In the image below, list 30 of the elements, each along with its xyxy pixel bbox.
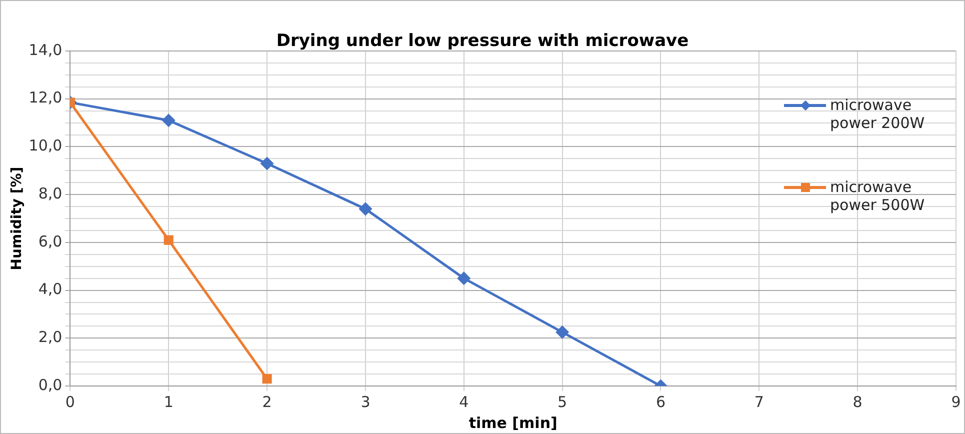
y-tick-label: 8,0 [38,184,62,202]
y-tick-label: 12,0 [28,88,62,107]
legend-label: microwave power 200W [830,96,926,132]
point [164,235,174,245]
x-tick-label: 5 [558,392,568,411]
y-tick-label: 10,0 [28,136,62,155]
x-tick-label: 4 [459,392,469,411]
point [262,374,272,384]
point [556,326,569,338]
y-tick-label: 6,0 [38,232,62,250]
x-tick-label: 3 [360,392,370,411]
point [162,114,175,127]
x-tick-label: 6 [656,392,666,411]
y-axis-title: Humidity [%] [9,166,26,270]
point [359,202,372,216]
y-tick-label: 14,0 [28,40,62,59]
x-tick-label: 7 [754,392,764,411]
x-tick-label: 2 [262,392,272,411]
x-tick-label: 8 [852,392,862,411]
x-tick-label: 1 [164,392,174,411]
y-tick-label: 0,0 [38,376,62,394]
y-tick-label: 2,0 [38,328,62,346]
chart-title: Drying under low pressure with microwave [276,31,689,51]
x-axis-title: time [min] [468,414,558,432]
x-tick-label: 9 [951,392,961,411]
point [260,157,274,170]
y-tick-label: 4,0 [38,280,62,298]
point [458,272,470,285]
legend-label: microwave power 500W [830,178,926,214]
x-tick-label: 0 [65,392,75,411]
